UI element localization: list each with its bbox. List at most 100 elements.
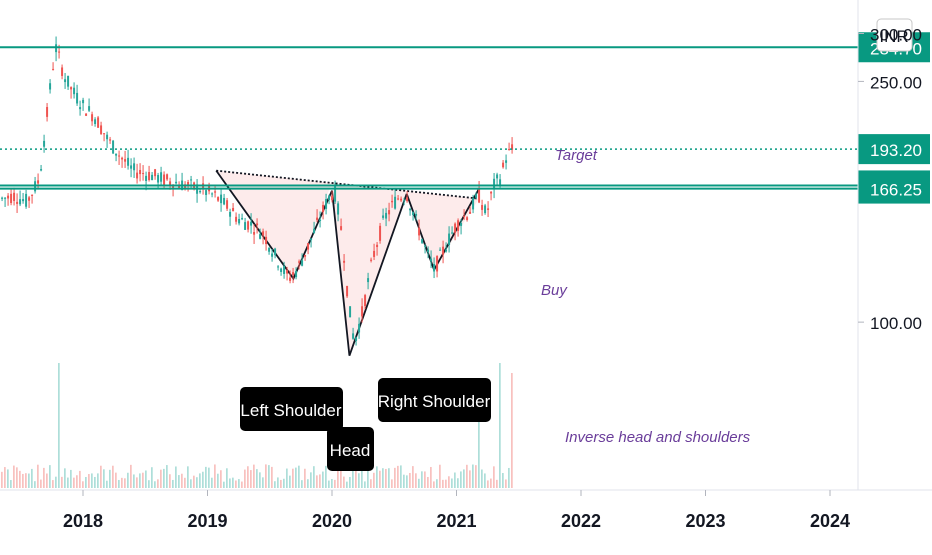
candle-body: [160, 172, 163, 182]
candle-body: [433, 264, 436, 272]
volume-bar: [433, 481, 435, 488]
candle-body: [205, 190, 208, 195]
candle-body: [220, 194, 223, 204]
candle-body: [361, 306, 364, 317]
currency-badge[interactable]: [876, 18, 913, 52]
volume-bar: [493, 466, 495, 488]
candle-body: [505, 160, 508, 163]
volume-bar: [169, 474, 171, 488]
candle-body: [313, 228, 316, 234]
candle-body: [88, 106, 91, 111]
candle-body: [304, 254, 307, 257]
volume-bar: [154, 481, 156, 488]
candle-body: [121, 157, 124, 160]
volume-bar: [124, 478, 126, 488]
candle-body: [355, 337, 358, 341]
candle-body: [418, 227, 421, 236]
candle-body: [319, 219, 322, 221]
candle-body: [406, 197, 409, 202]
volume-bar: [472, 464, 474, 488]
volume-bar: [496, 479, 498, 488]
candle-body: [4, 197, 7, 199]
volume-bar: [100, 465, 102, 488]
volume-bar: [214, 464, 216, 488]
volume-bar: [16, 467, 18, 488]
volume-bar: [115, 472, 117, 488]
volume-bar: [322, 471, 324, 488]
volume-bar: [121, 477, 123, 488]
volume-bar: [265, 464, 267, 488]
candle-body: [382, 215, 385, 218]
volume-bar: [304, 468, 306, 488]
price-tick-label: 100.00: [870, 314, 922, 333]
volume-bar: [148, 480, 150, 488]
candle-body: [100, 125, 103, 134]
candle-body: [187, 182, 190, 186]
volume-bar: [406, 475, 408, 488]
volume-bar: [46, 473, 48, 488]
volume-bar: [205, 466, 207, 488]
volume-bar: [256, 469, 258, 488]
candle-body: [103, 133, 106, 135]
annotations-layer: Target Buy Inverse head and shoulders Le…: [240, 147, 751, 471]
candle-body: [274, 248, 277, 256]
volume-bar: [181, 473, 183, 488]
volume-bar: [118, 479, 120, 488]
price-level-label: 193.20: [870, 141, 922, 160]
volume-bar: [241, 481, 243, 488]
volume-bar: [286, 468, 288, 488]
candle-body: [385, 212, 388, 219]
candle-body: [16, 201, 19, 204]
candle-body: [466, 217, 469, 220]
candle-body: [376, 244, 379, 248]
candle-body: [307, 243, 310, 250]
price-axis[interactable]: INR 350.00 300.00 250.00 100.00: [857, 0, 922, 490]
candle-body: [124, 159, 127, 162]
head-label: Head: [330, 441, 371, 460]
price-tick-label: 250.00: [870, 73, 922, 92]
candle-body: [64, 79, 67, 83]
candle-body: [142, 173, 145, 175]
volume-bar: [55, 476, 57, 488]
buy-annotation: Buy: [541, 282, 568, 299]
volume-bar: [22, 473, 24, 488]
candle-body: [340, 226, 343, 230]
volume-bar: [400, 465, 402, 488]
candle-body: [22, 199, 25, 202]
volume-bar: [187, 466, 189, 488]
volume-bar: [343, 476, 345, 488]
candles-layer: [1, 36, 514, 346]
volume-bar: [439, 464, 441, 488]
volume-bar: [460, 471, 462, 488]
volume-bar: [31, 468, 33, 488]
volume-bar: [151, 467, 153, 488]
volume-bar: [307, 479, 309, 488]
time-tick-label: 2020: [312, 511, 352, 531]
time-axis[interactable]: 2018 2019 2020 2021 2022 2023 2024: [0, 489, 932, 531]
volume-bar: [37, 464, 39, 488]
volume-bar: [370, 479, 372, 488]
volume-bar: [232, 477, 234, 488]
volume-bar: [7, 469, 9, 488]
volume-bar: [367, 465, 369, 488]
candle-body: [94, 119, 97, 124]
candle-body: [85, 113, 88, 116]
candle-body: [211, 193, 214, 195]
candle-body: [325, 199, 328, 209]
volume-layer: [1, 363, 513, 488]
volume-bar: [484, 473, 486, 488]
right-shoulder-label: Right Shoulder: [378, 392, 491, 411]
candle-body: [109, 139, 112, 141]
candle-body: [148, 172, 151, 181]
volume-bar: [133, 474, 135, 488]
volume-bar: [412, 466, 414, 488]
candle-body: [145, 175, 148, 181]
volume-bar: [511, 373, 513, 488]
volume-bar: [505, 479, 507, 488]
volume-bar: [451, 478, 453, 488]
volume-bar: [328, 480, 330, 488]
candle-body: [454, 223, 457, 233]
volume-bar: [418, 478, 420, 488]
